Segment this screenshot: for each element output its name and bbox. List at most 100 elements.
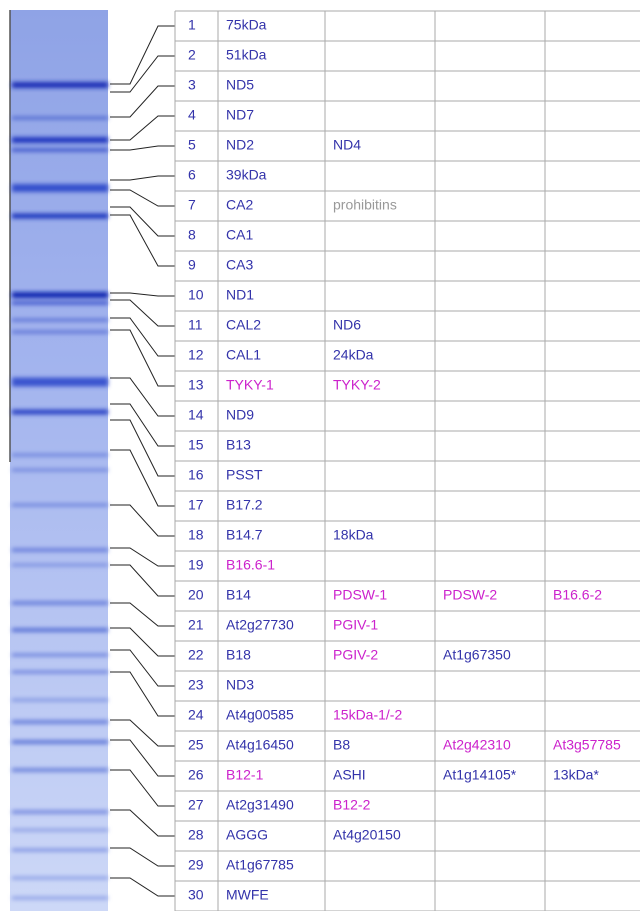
gel-band — [12, 653, 108, 657]
gel-band — [12, 670, 108, 674]
band-connector — [110, 769, 175, 807]
row-number: 23 — [188, 677, 204, 693]
gel-band — [12, 828, 108, 832]
protein-label: 18kDa — [333, 527, 374, 543]
gel-band — [12, 301, 108, 305]
protein-label: B16.6-1 — [226, 557, 275, 573]
gel-band — [12, 548, 108, 552]
protein-label: 15kDa-1/-2 — [333, 707, 402, 723]
gel-band — [12, 468, 108, 472]
protein-label: MWFE — [226, 887, 269, 903]
row-number: 9 — [188, 257, 196, 273]
protein-label: PDSW-2 — [443, 587, 497, 603]
band-connector — [110, 809, 175, 837]
protein-label: 51kDa — [226, 47, 267, 63]
gel-band — [12, 318, 108, 322]
protein-label: 39kDa — [226, 167, 267, 183]
band-connector — [110, 175, 175, 181]
protein-label: B16.6-2 — [553, 587, 602, 603]
protein-label: TYKY-1 — [226, 377, 274, 393]
band-connector — [110, 329, 175, 387]
protein-label: At2g42310 — [443, 737, 511, 753]
row-number: 25 — [188, 737, 204, 753]
protein-label: B14 — [226, 587, 251, 603]
gel-band — [12, 720, 108, 724]
protein-label: 75kDa — [226, 17, 267, 33]
row-number: 15 — [188, 437, 204, 453]
row-number: 29 — [188, 857, 204, 873]
row-number: 8 — [188, 227, 196, 243]
protein-label: At4g16450 — [226, 737, 294, 753]
band-connector — [110, 847, 175, 867]
row-number: 14 — [188, 407, 204, 423]
row-number: 1 — [188, 17, 196, 33]
protein-label: B12-2 — [333, 797, 371, 813]
protein-label: ND3 — [226, 677, 254, 693]
protein-label: At1g67785 — [226, 857, 294, 873]
gel-band — [12, 409, 108, 415]
protein-label: B12-1 — [226, 767, 264, 783]
band-connector — [110, 671, 175, 717]
band-connector — [110, 214, 175, 267]
protein-label: TYKY-2 — [333, 377, 381, 393]
row-number: 30 — [188, 887, 204, 903]
gel-band — [12, 876, 108, 880]
protein-label: ND6 — [333, 317, 361, 333]
band-connector — [110, 419, 175, 477]
band-connector — [110, 719, 175, 747]
gel-band — [12, 896, 108, 900]
protein-label: B14.7 — [226, 527, 263, 543]
gel-band — [12, 148, 108, 152]
gel-band — [12, 740, 108, 744]
row-number: 5 — [188, 137, 196, 153]
protein-label: ND5 — [226, 77, 254, 93]
protein-label: CA2 — [226, 197, 253, 213]
band-connector — [110, 55, 175, 93]
band-connector — [110, 299, 175, 327]
band-connector — [110, 25, 175, 85]
protein-label: At1g14105* — [443, 767, 517, 783]
band-connector — [110, 449, 175, 507]
band-connector — [110, 377, 175, 417]
band-connector — [110, 292, 175, 297]
protein-label: At4g00585 — [226, 707, 294, 723]
protein-label: prohibitins — [333, 197, 397, 213]
protein-label: At2g27730 — [226, 617, 294, 633]
gel-band — [12, 292, 108, 298]
row-number: 17 — [188, 497, 204, 513]
protein-label: At4g20150 — [333, 827, 401, 843]
band-connector — [110, 504, 175, 537]
protein-label: B8 — [333, 737, 350, 753]
gel-band — [12, 377, 108, 387]
protein-label: ND1 — [226, 287, 254, 303]
gel-band — [12, 810, 108, 814]
protein-label: At3g57785 — [553, 737, 621, 753]
band-connector — [110, 649, 175, 687]
protein-label: ND9 — [226, 407, 254, 423]
protein-label: PSST — [226, 467, 263, 483]
gel-band — [12, 453, 108, 457]
protein-label: 24kDa — [333, 347, 374, 363]
row-number: 10 — [188, 287, 204, 303]
row-number: 18 — [188, 527, 204, 543]
row-number: 3 — [188, 77, 196, 93]
gel-band — [12, 213, 108, 219]
row-number: 12 — [188, 347, 204, 363]
band-connector — [110, 739, 175, 777]
row-number: 22 — [188, 647, 204, 663]
protein-label: At2g31490 — [226, 797, 294, 813]
row-number: 7 — [188, 197, 196, 213]
gel-band — [12, 116, 108, 120]
row-number: 26 — [188, 767, 204, 783]
protein-label: ND4 — [333, 137, 361, 153]
row-number: 16 — [188, 467, 204, 483]
gel-lane — [10, 10, 108, 911]
protein-label: CA3 — [226, 257, 253, 273]
gel-band — [12, 768, 108, 772]
row-number: 20 — [188, 587, 204, 603]
protein-label: ND7 — [226, 107, 254, 123]
band-connector — [110, 877, 175, 897]
protein-label: PGIV-2 — [333, 647, 378, 663]
